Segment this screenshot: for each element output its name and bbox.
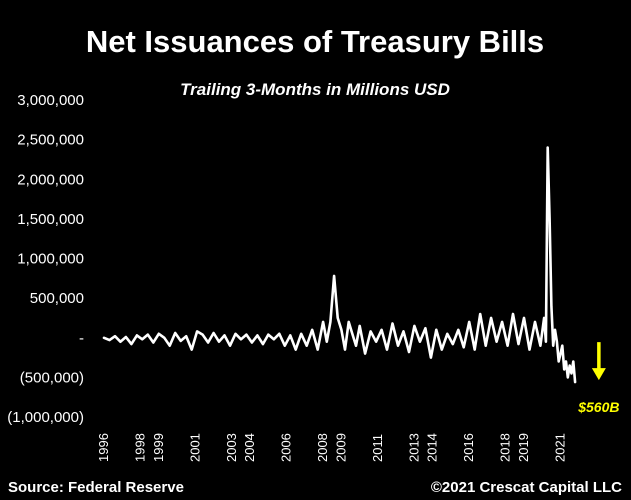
y-tick-label: 1,000,000	[17, 251, 84, 268]
x-tick-label: 1999	[151, 433, 166, 462]
y-tick-label: 2,000,000	[17, 171, 84, 188]
chart-title: Net Issuances of Treasury Bills	[86, 24, 544, 59]
x-tick-label: 2001	[187, 433, 202, 462]
x-tick-label: 1996	[96, 433, 111, 462]
x-tick-label: 2018	[498, 433, 513, 462]
y-tick-label: 2,500,000	[17, 132, 84, 149]
x-tick-label: 2004	[242, 433, 257, 462]
x-tick-label: 2013	[406, 433, 421, 462]
x-tick-label: 2011	[370, 434, 385, 462]
source-label: Source: Federal Reserve	[8, 479, 184, 496]
x-tick-label: 2009	[333, 433, 348, 462]
y-axis: 3,000,000 2,500,000 2,000,000 1,500,000 1,00…	[7, 92, 84, 426]
x-axis: 1996 1998 1999 2001 2003 2004 2006 2008 2009 2011…	[96, 433, 568, 462]
copyright-label: ©2021 Crescat Capital LLC	[431, 479, 622, 496]
x-tick-label: 2003	[224, 433, 239, 462]
annotation: $560B	[577, 342, 620, 415]
chart-subtitle: Trailing 3-Months in Millions USD	[180, 80, 450, 99]
plot-area	[102, 146, 577, 384]
x-tick-label: 2019	[516, 433, 531, 462]
x-tick-label: 2016	[461, 433, 476, 462]
y-tick-label: 3,000,000	[17, 92, 84, 109]
x-tick-label: 2021	[553, 433, 568, 462]
y-tick-label: (500,000)	[20, 369, 84, 386]
y-tick-label: 500,000	[30, 290, 84, 307]
x-tick-label: 2006	[279, 433, 294, 462]
series-line	[102, 146, 577, 384]
y-tick-label: 1,500,000	[17, 211, 84, 228]
y-tick-label: (1,000,000)	[7, 409, 84, 426]
x-tick-label: 2008	[315, 433, 330, 462]
annotation-label: $560B	[577, 399, 619, 415]
annotation-arrow-head	[591, 368, 606, 381]
x-tick-label: 2014	[425, 433, 440, 462]
x-tick-label: 1998	[133, 433, 148, 462]
y-tick-label: -	[79, 330, 84, 347]
